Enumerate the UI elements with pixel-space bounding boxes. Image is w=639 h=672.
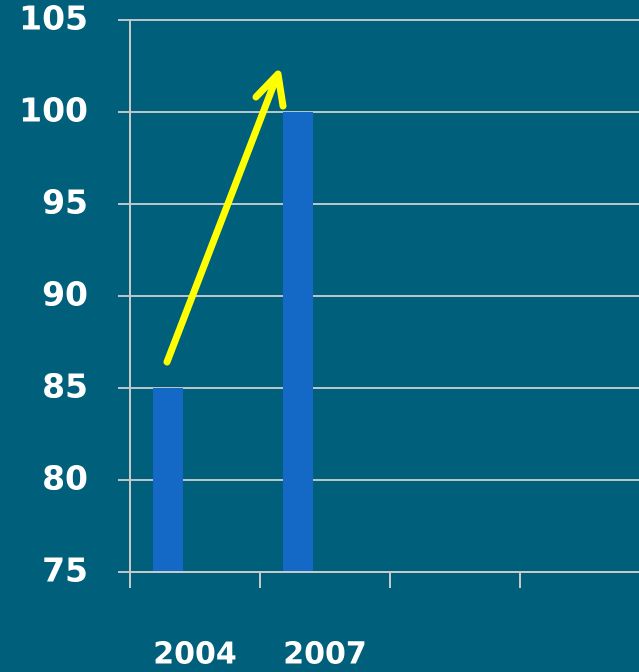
bars (153, 112, 313, 572)
bar (283, 112, 313, 572)
x-tick-label: 2007 (283, 637, 367, 672)
y-tick-label: 80 (42, 459, 88, 498)
y-tick-label: 75 (42, 551, 88, 590)
y-tick-label: 100 (19, 91, 88, 130)
y-tick-label: 105 (19, 0, 88, 38)
y-tick-label: 95 (42, 183, 88, 222)
y-tick-label: 85 (42, 367, 88, 406)
bar (153, 388, 183, 572)
y-tick-label: 90 (42, 275, 88, 314)
arrow (163, 70, 287, 366)
x-tick-label: 2004 (153, 637, 237, 672)
